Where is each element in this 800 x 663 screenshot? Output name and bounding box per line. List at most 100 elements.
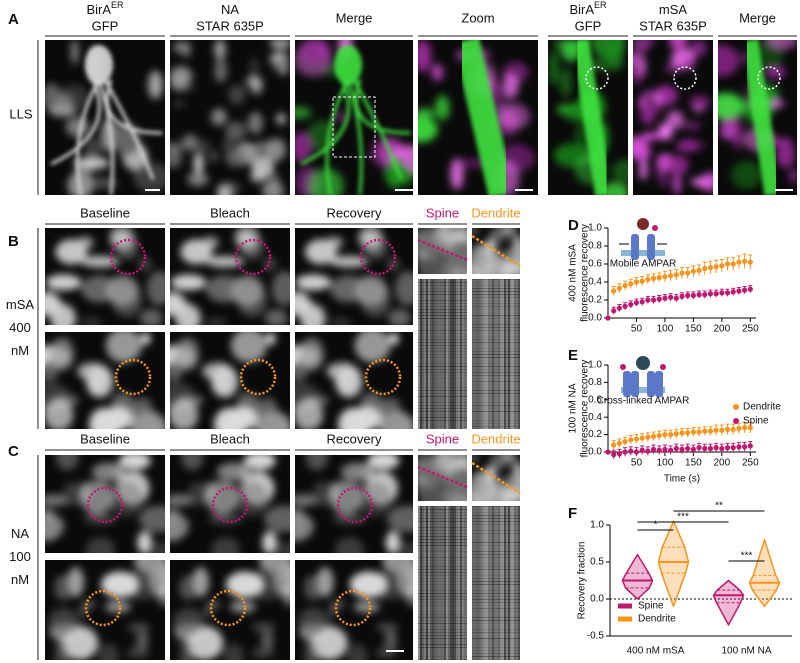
kymo-row (472, 596, 520, 597)
data-point (742, 258, 748, 264)
blob (681, 55, 696, 71)
blob (357, 480, 393, 517)
kymo-row (418, 297, 467, 298)
kymo-row (418, 426, 467, 427)
kymo-stripe (460, 279, 462, 429)
blob (418, 116, 438, 143)
kymo-row (472, 417, 520, 418)
kymo-stripe (418, 279, 420, 429)
kymo-row (418, 318, 467, 319)
kymo-row (472, 375, 520, 376)
column-header: Dendrite (471, 431, 520, 446)
column-header: Bleach (210, 431, 250, 446)
kymo-row (418, 545, 467, 546)
kymo-row (418, 396, 467, 397)
data-point (747, 259, 753, 265)
kymo-stripe (482, 506, 484, 660)
kymo-row (472, 617, 520, 618)
data-point (736, 288, 742, 294)
kymo-row (418, 285, 467, 286)
kymo-row (418, 608, 467, 609)
y-tick-label: 0.4 (588, 412, 602, 423)
kymo-row (472, 288, 520, 289)
data-point (673, 295, 679, 301)
column-header: Dendrite (471, 205, 520, 220)
blob (45, 511, 64, 541)
roi-circle (209, 589, 247, 627)
column-header-line2: STAR 635P (196, 18, 264, 33)
kymo-row (418, 542, 467, 543)
significance-label: * (654, 520, 658, 531)
column-header: Zoom (461, 10, 494, 25)
kymo-stripe (450, 279, 452, 429)
kymo-row (472, 330, 520, 331)
kymo-row (472, 620, 520, 621)
kymo-stripe (448, 279, 450, 429)
blob (48, 104, 76, 117)
blob (299, 40, 331, 64)
blob (378, 411, 413, 429)
blob (664, 63, 682, 74)
blob (638, 96, 647, 109)
data-point (616, 440, 622, 446)
blob (170, 494, 194, 507)
kymo-row (418, 294, 467, 295)
kymo-row (418, 327, 467, 328)
blob (79, 317, 102, 325)
blob (104, 600, 131, 613)
blob (278, 64, 289, 76)
kymo-row (418, 620, 467, 621)
blob (656, 173, 671, 188)
kymo-row (472, 515, 520, 516)
column-header: mSA (659, 2, 688, 17)
column-header-line2: GFP (575, 18, 602, 33)
kymo-stripe (482, 279, 484, 429)
kymo-row (418, 647, 467, 648)
blobs (170, 455, 290, 553)
blob (388, 309, 412, 325)
panel-label: F (568, 505, 577, 522)
data-point (633, 279, 640, 285)
kymo-row (472, 420, 520, 421)
kymo-row (472, 539, 520, 540)
kymo-row (472, 527, 520, 528)
kymo-row (418, 566, 467, 567)
micrograph (472, 506, 520, 660)
data-point (656, 432, 662, 439)
blob (295, 494, 319, 507)
dendrite (300, 79, 350, 166)
kymo-row (418, 348, 467, 349)
blob (418, 477, 456, 501)
kymo-stripe (492, 506, 494, 660)
blob (512, 235, 520, 247)
kymo-row (418, 560, 467, 561)
soma (334, 45, 363, 85)
dendrites (300, 45, 411, 195)
blob (295, 361, 308, 382)
kymo-row (418, 417, 467, 418)
kymo-stripe (456, 279, 458, 429)
blob (731, 160, 762, 190)
kymo-stripe (498, 279, 500, 429)
blob (193, 152, 204, 176)
kymo-stripe (428, 506, 430, 660)
blob (108, 480, 145, 517)
blob (435, 95, 450, 121)
blob (272, 541, 290, 553)
kymo-row (472, 623, 520, 624)
blob (208, 514, 243, 525)
kymo-row (418, 387, 467, 388)
kymo-row (418, 369, 467, 370)
data-point (650, 275, 657, 281)
blob (170, 361, 183, 382)
x-tick-label: 250 (742, 324, 759, 335)
kymo-row (472, 509, 520, 510)
kymo-stripe (448, 506, 450, 660)
y-tick-label: 0.5 (590, 557, 604, 568)
kymo-stripe (446, 279, 448, 429)
blob (691, 40, 707, 57)
blob (262, 179, 283, 195)
blob (326, 236, 343, 250)
blob (139, 309, 163, 325)
y-tick-label: 1.0 (590, 520, 604, 531)
